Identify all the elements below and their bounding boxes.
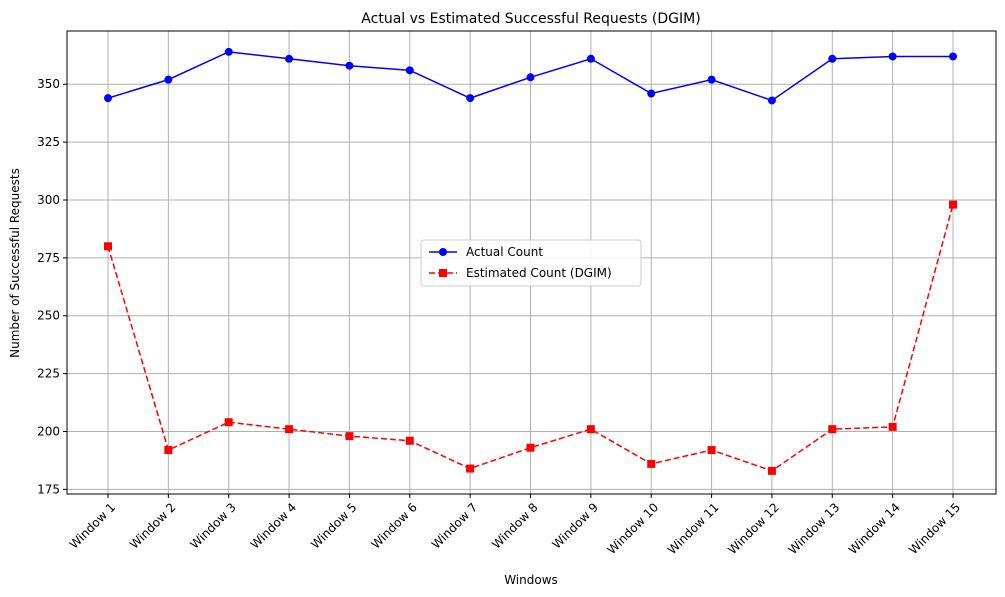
chart-title: Actual vs Estimated Successful Requests … [361, 11, 700, 27]
data-point [104, 242, 112, 251]
series-layer [104, 47, 957, 475]
data-point [707, 446, 716, 455]
data-point [164, 75, 173, 84]
data-point [164, 446, 173, 455]
data-point [767, 466, 776, 475]
legend-label: Actual Count [466, 245, 543, 259]
x-tick-label: Window 4 [248, 500, 299, 551]
data-point [466, 94, 475, 103]
data-point [405, 436, 414, 445]
data-point [285, 425, 294, 434]
x-tick-label: Window 5 [308, 500, 359, 551]
x-tick-label: Window 13 [786, 500, 843, 557]
plot-frame [66, 30, 997, 495]
data-point [224, 47, 233, 56]
x-tick-label: Window 7 [429, 500, 480, 551]
x-tick-label: Window 3 [187, 500, 238, 551]
data-point [949, 52, 957, 61]
x-tick-label: Window 9 [550, 500, 601, 551]
y-axis-label: Number of Successful Requests [8, 168, 22, 358]
data-point [707, 75, 716, 84]
data-point [888, 422, 897, 431]
x-axis-ticks: Window 1 Window 2 Window 3 Window 4 Window 5… [67, 494, 963, 557]
legend-marker [439, 248, 447, 256]
grid-lines [67, 31, 996, 494]
legend-marker [439, 269, 447, 277]
y-tick-label: 275 [37, 251, 60, 265]
y-tick-label: 175 [37, 482, 60, 496]
x-tick-label: Window 10 [604, 500, 661, 557]
data-point [828, 425, 837, 434]
data-point [586, 54, 595, 63]
legend-label: Estimated Count (DGIM) [466, 266, 612, 280]
series-line [107, 204, 954, 472]
y-tick-label: 325 [37, 135, 60, 149]
x-tick-label: Window 12 [725, 500, 782, 557]
x-tick-label: Window 11 [665, 500, 722, 557]
data-point [526, 443, 535, 452]
data-point [224, 418, 233, 427]
data-point [586, 425, 595, 434]
y-tick-label: 225 [37, 367, 60, 381]
data-point [647, 89, 656, 98]
data-point [104, 94, 112, 103]
x-tick-label: Window 8 [489, 500, 540, 551]
x-tick-label: Window 2 [127, 500, 178, 551]
series-2 [104, 200, 957, 475]
y-tick-label: 350 [37, 77, 60, 91]
y-tick-label: 300 [37, 193, 60, 207]
x-tick-label: Window 14 [846, 500, 903, 557]
x-tick-label: Window 15 [906, 500, 963, 557]
legend-box [420, 239, 642, 287]
data-point [285, 54, 294, 63]
legend-entry: Estimated Count (DGIM) [429, 266, 612, 280]
data-point [466, 464, 475, 473]
legend: Actual Count Estimated Count (DGIM) [420, 239, 642, 287]
data-point [888, 52, 897, 61]
data-point [345, 432, 354, 441]
x-tick-label: Window 1 [67, 500, 118, 551]
x-axis-label: Windows [504, 573, 558, 587]
y-tick-label: 200 [37, 424, 60, 438]
data-point [767, 96, 776, 105]
data-point [647, 459, 656, 468]
legend-entry: Actual Count [429, 245, 543, 259]
x-tick-label: Window 6 [368, 500, 419, 551]
data-point [828, 54, 837, 63]
data-point [526, 73, 535, 82]
series-1 [104, 47, 957, 105]
y-tick-label: 250 [37, 309, 60, 323]
data-point [405, 66, 414, 75]
data-point [345, 61, 354, 70]
data-point [949, 200, 957, 209]
y-axis-ticks: 175 200 225 250 275 300 325 350 [37, 77, 67, 496]
